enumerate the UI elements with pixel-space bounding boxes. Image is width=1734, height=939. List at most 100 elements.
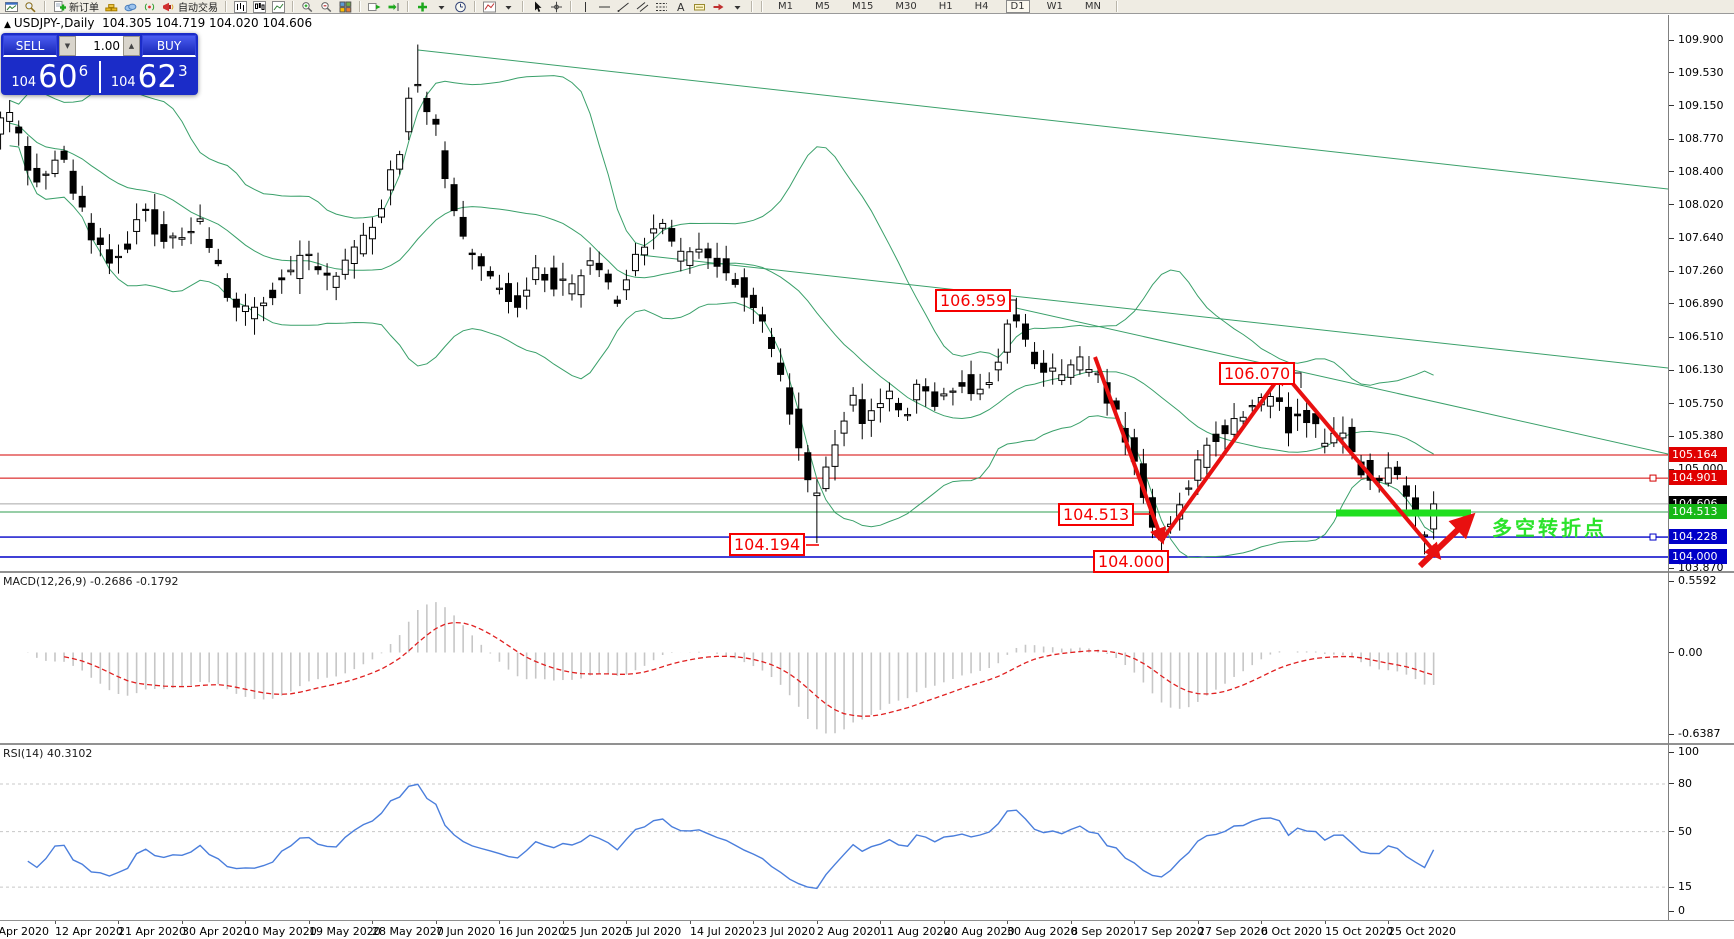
channel-icon[interactable] — [635, 0, 650, 13]
candle-body — [641, 246, 649, 256]
bollinger-upper-band[interactable] — [9, 75, 1434, 386]
tile-windows-icon[interactable] — [338, 0, 353, 13]
new-order-icon[interactable] — [52, 0, 67, 13]
price-scale[interactable]: 109.900 109.530 109.150 108.770 108.400 108.0… — [1669, 0, 1734, 920]
candle-body — [341, 259, 349, 275]
trade-panel-divider — [98, 61, 101, 93]
panel-expander-icon[interactable]: ▲ — [4, 20, 11, 30]
new-order-label[interactable]: 新订单 — [69, 3, 99, 14]
trend-arrow-3[interactable] — [1281, 370, 1442, 560]
timeframe-w1[interactable]: W1 — [1042, 0, 1068, 13]
trendline-icon[interactable] — [616, 0, 631, 13]
price-annotation-106.959[interactable]: 106.959 — [935, 289, 1012, 312]
chart-window-icon[interactable] — [4, 0, 19, 13]
auto-scroll-icon[interactable] — [367, 0, 382, 13]
level-handle-104.901[interactable] — [1649, 474, 1657, 482]
macd-pane[interactable] — [0, 573, 1668, 743]
bollinger-lower-band[interactable] — [9, 145, 1434, 559]
price-annotation-106.070[interactable]: 106.070 — [1219, 362, 1296, 385]
scale-tick — [1669, 303, 1674, 305]
timeframe-m15[interactable]: M15 — [847, 0, 878, 13]
buy-button[interactable]: BUY — [142, 35, 196, 57]
pane-separator[interactable] — [0, 571, 1734, 574]
cursor-icon[interactable] — [530, 0, 545, 13]
dropdown-arrow-icon[interactable] — [501, 0, 516, 13]
trend-arrow-4[interactable] — [1417, 512, 1476, 569]
candle-body — [105, 249, 113, 264]
trend-arrow-2[interactable] — [1160, 367, 1286, 542]
candle-body — [151, 209, 159, 235]
chart-shift-icon[interactable] — [386, 0, 401, 13]
templates-icon[interactable] — [482, 0, 497, 13]
toolbar-separator — [407, 1, 409, 12]
timeframe-h4[interactable]: H4 — [970, 0, 994, 13]
trendline-3[interactable] — [1015, 307, 1668, 455]
bollinger-middle-band[interactable] — [9, 122, 1434, 455]
zoom-box-icon[interactable] — [23, 0, 38, 13]
price-tick-106.510: 106.510 — [1678, 330, 1724, 344]
scale-tick — [1669, 751, 1674, 753]
candle-body — [568, 283, 576, 295]
timeframe-m1[interactable]: M1 — [773, 0, 798, 13]
price-annotation-104.000[interactable]: 104.000 — [1093, 550, 1170, 573]
turning-point-note[interactable]: 多空转折点 — [1492, 516, 1607, 540]
arrow-shapes-icon[interactable] — [711, 0, 726, 13]
clock-icon[interactable] — [453, 0, 468, 13]
zoom-in-icon[interactable] — [300, 0, 315, 13]
timeframe-m30[interactable]: M30 — [890, 0, 921, 13]
price-annotation-104.513[interactable]: 104.513 — [1058, 503, 1135, 526]
sell-price[interactable]: 104 60 6 — [1, 59, 99, 95]
toolbar-separator — [474, 1, 476, 12]
candle-body — [450, 184, 458, 212]
candle-body — [1230, 418, 1238, 435]
dropdown-arrow-icon[interactable] — [730, 0, 745, 13]
cloud-icon[interactable] — [123, 0, 138, 13]
signal-icon[interactable] — [142, 0, 157, 13]
gold-bars-icon[interactable] — [104, 0, 119, 13]
volume-input[interactable]: 1.00 — [76, 36, 123, 56]
level-handle-104.228[interactable] — [1649, 533, 1657, 541]
volume-up-button[interactable]: ▲ — [123, 36, 140, 56]
candle-body — [42, 173, 50, 176]
timeframe-m5[interactable]: M5 — [810, 0, 835, 13]
price-tick-108.020: 108.020 — [1678, 197, 1724, 211]
trendline-1[interactable] — [417, 49, 1668, 190]
crosshair-icon[interactable] — [549, 0, 564, 13]
candle-body — [142, 208, 150, 212]
candle-body — [523, 289, 531, 297]
line-chart-icon[interactable] — [271, 0, 286, 13]
trendline-2[interactable] — [639, 254, 1668, 369]
pane-separator[interactable] — [0, 743, 1734, 746]
date-label: 21 Apr 2020 — [118, 925, 187, 938]
candlestick-chart-icon[interactable] — [252, 0, 267, 13]
dropdown-arrow-icon[interactable] — [434, 0, 449, 13]
scale-tick — [1669, 468, 1674, 470]
autotrading-label[interactable]: 自动交易 — [178, 3, 218, 14]
label-icon[interactable] — [692, 0, 707, 13]
rsi-pane[interactable] — [0, 745, 1668, 920]
candle-body — [895, 402, 902, 411]
text-icon[interactable]: A — [673, 0, 688, 13]
timeframe-h1[interactable]: H1 — [934, 0, 958, 13]
candle-body — [1239, 416, 1247, 422]
autotrading-icon[interactable] — [161, 0, 176, 13]
bar-chart-icon[interactable] — [233, 0, 248, 13]
sell-button[interactable]: SELL — [3, 35, 57, 57]
volume-down-button[interactable]: ▼ — [59, 36, 76, 56]
timeframe-mn[interactable]: MN — [1080, 0, 1106, 13]
candle-body — [1375, 477, 1383, 482]
date-tick — [1261, 921, 1262, 924]
buy-price[interactable]: 104 62 3 — [101, 59, 199, 95]
zoom-out-icon[interactable] — [319, 0, 334, 13]
fibonacci-icon[interactable] — [654, 0, 669, 13]
timeframe-d1[interactable]: D1 — [1005, 0, 1030, 13]
candle-body — [622, 279, 630, 291]
price-annotation-104.194[interactable]: 104.194 — [729, 533, 806, 556]
price-chart[interactable] — [0, 15, 1668, 571]
horizontal-line-icon[interactable] — [597, 0, 612, 13]
vertical-line-icon[interactable] — [578, 0, 593, 13]
candle-body — [659, 222, 667, 229]
indicators-add-icon[interactable] — [415, 0, 430, 13]
trend-arrow-1[interactable] — [1093, 356, 1166, 545]
